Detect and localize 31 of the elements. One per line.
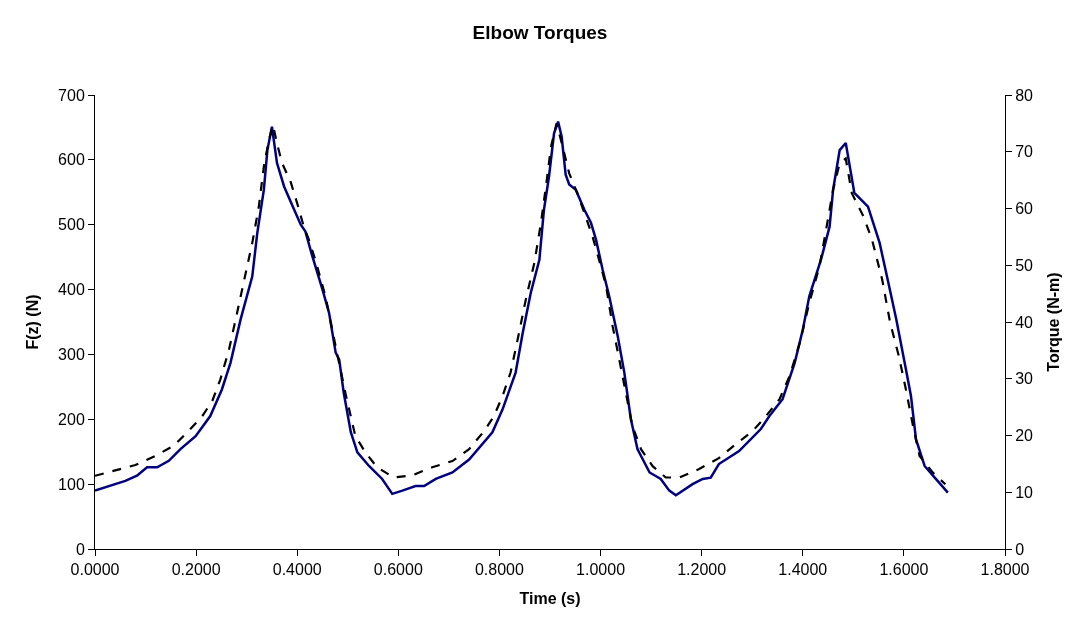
y-tick-label: 600 [58,151,85,169]
y2-tick-label: 0 [1015,540,1025,558]
y2-tick-label: 40 [1015,313,1034,331]
y-tick-label: 100 [58,475,85,493]
y2-axis-title: Torque (N-m) [1044,272,1062,372]
y2-tick-label: 10 [1015,483,1034,501]
y2-tick-label: 80 [1015,86,1034,104]
x-tick-label: 1.0000 [576,561,626,579]
y-tick-label: 300 [58,346,85,364]
x-axis-title: Time (s) [519,589,581,607]
x-tick-label: 1.8000 [980,561,1030,579]
x-tick-label: 1.4000 [778,561,828,579]
x-tick-label: 0.8000 [474,561,525,579]
y2-tick-label: 30 [1015,370,1034,388]
chart-title: Elbow Torques [472,21,608,43]
x-tick-label: 1.2000 [677,561,727,579]
y2-tick-label: 50 [1015,256,1034,274]
x-tick-label: 0.2000 [171,561,221,579]
y-tick-label: 0 [75,540,85,558]
x-tick-label: 0.0000 [70,561,120,579]
x-tick-label: 1.6000 [879,561,929,579]
y-tick-label: 400 [58,281,85,299]
y-tick-label: 500 [58,216,85,234]
y-tick-label: 700 [58,86,85,104]
y2-tick-label: 20 [1015,427,1034,445]
y2-tick-label: 70 [1015,143,1034,161]
x-tick-label: 0.4000 [272,561,322,579]
y-axis-title: F(z) (N) [24,294,41,350]
y2-tick-label: 60 [1015,200,1034,218]
y-tick-label: 200 [58,410,85,428]
x-tick-label: 0.6000 [373,561,423,579]
